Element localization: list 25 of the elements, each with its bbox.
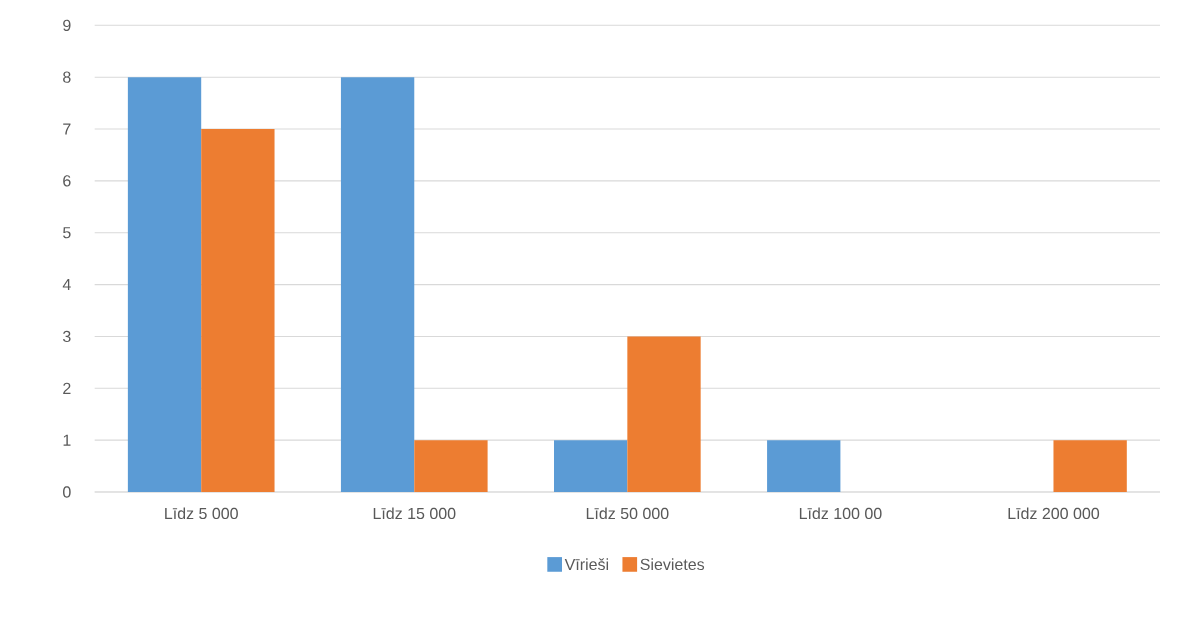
y-tick-label: 4 <box>62 279 71 291</box>
x-tick-label: Līdz 100 00 <box>799 507 882 520</box>
y-tick-label: 9 <box>63 19 71 31</box>
bar <box>627 336 701 492</box>
y-tick-label: 8 <box>63 71 71 83</box>
y-tick-label: 2 <box>63 382 71 394</box>
bar <box>340 77 415 492</box>
bar <box>201 129 275 492</box>
y-tick-label: 3 <box>63 330 71 343</box>
bar <box>1053 440 1127 492</box>
bar <box>554 440 628 492</box>
legend-label: Sievietes <box>640 558 705 571</box>
bar <box>414 440 488 492</box>
y-tick-label: 0 <box>63 486 71 498</box>
x-tick-label: Līdz 5 000 <box>165 507 238 520</box>
x-tick-label: Līdz 15 000 <box>373 507 456 520</box>
bar <box>767 440 841 492</box>
y-tick-label: 7 <box>63 123 71 135</box>
y-tick-label: 1 <box>63 434 71 446</box>
bar <box>127 77 202 492</box>
legend-label: Vīrieši <box>564 558 609 571</box>
x-tick-label: Līdz 50 000 <box>586 507 669 520</box>
y-tick-label: 6 <box>63 175 71 187</box>
y-tick-label: 5 <box>63 227 71 239</box>
x-tick-label: Līdz 200 000 <box>1008 507 1100 520</box>
